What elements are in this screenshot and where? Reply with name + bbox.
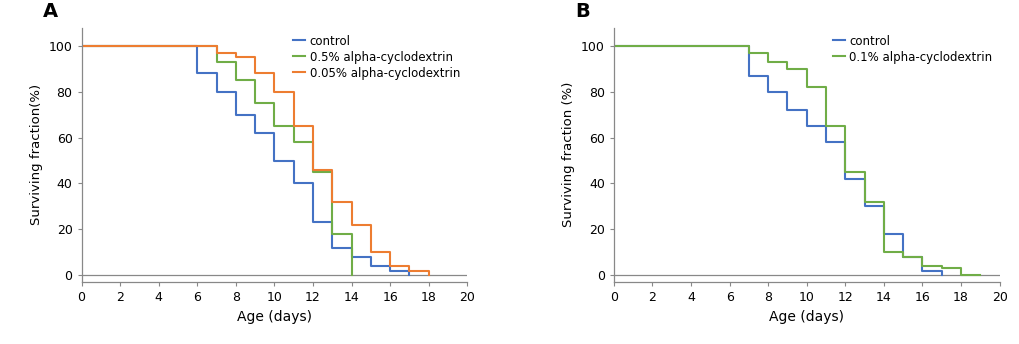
Legend: control, 0.1% alpha-cyclodextrin: control, 0.1% alpha-cyclodextrin <box>827 30 997 68</box>
Text: A: A <box>43 2 58 21</box>
Y-axis label: Surviving fraction(%): Surviving fraction(%) <box>31 84 43 225</box>
Text: B: B <box>575 2 589 21</box>
Y-axis label: Surviving fraction (%): Surviving fraction (%) <box>561 82 575 227</box>
Legend: control, 0.5% alpha-cyclodextrin, 0.05% alpha-cyclodextrin: control, 0.5% alpha-cyclodextrin, 0.05% … <box>288 30 465 84</box>
X-axis label: Age (days): Age (days) <box>768 310 844 324</box>
X-axis label: Age (days): Age (days) <box>236 310 312 324</box>
